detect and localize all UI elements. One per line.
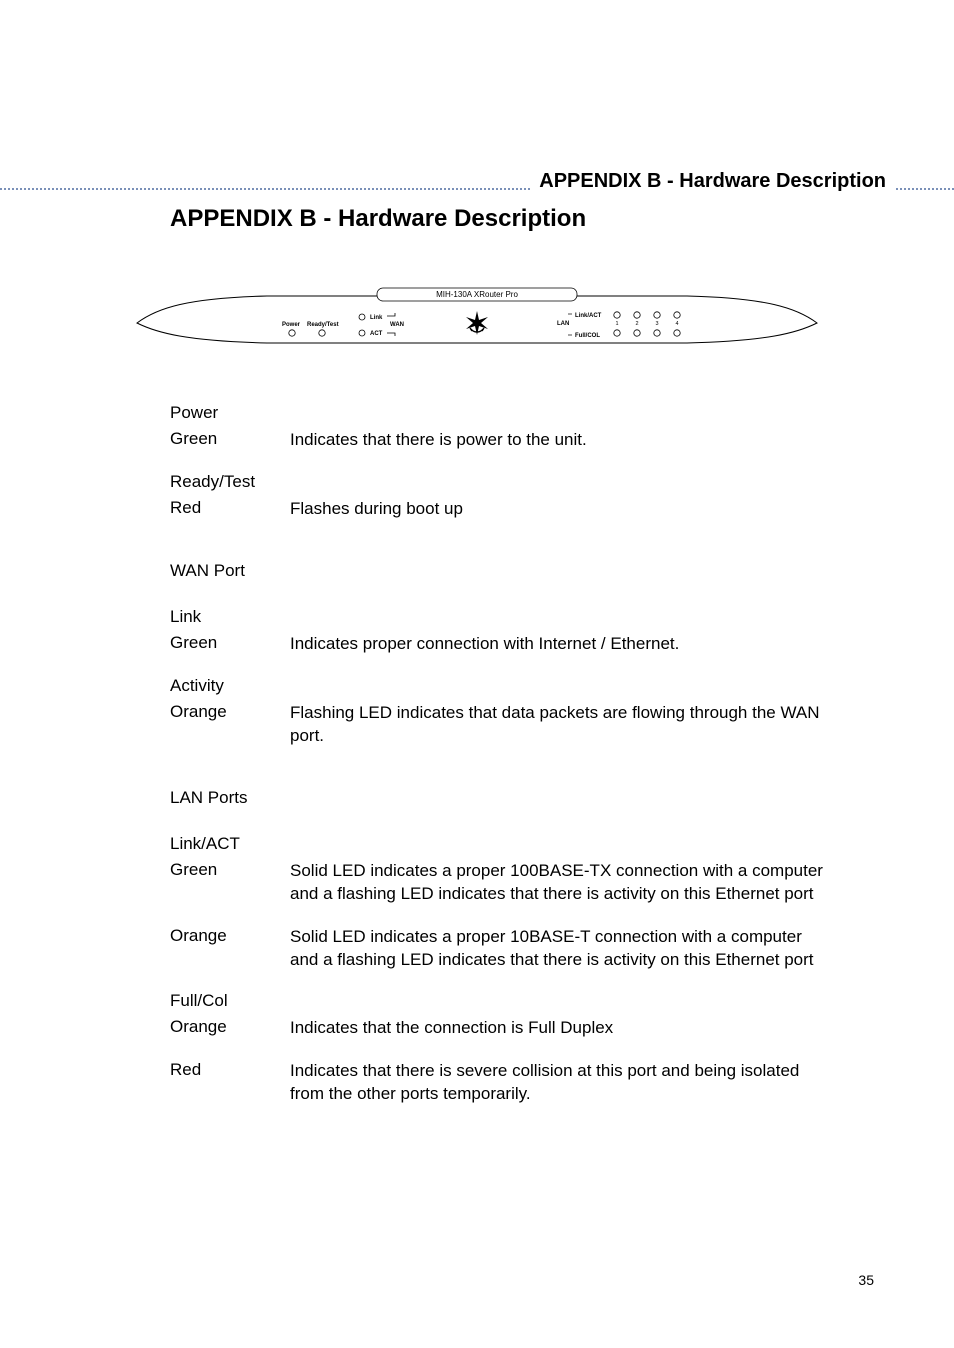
desc-fullcol-red: Indicates that there is severe collision… [290,1060,834,1106]
desc-link-green: Indicates proper connection with Interne… [290,633,834,656]
diagram-wan-label: WAN [390,322,404,328]
diagram-model-label: MIH-130A XRouter Pro [436,290,518,299]
label-power-green: Green [170,429,290,452]
page-number: 35 [858,1272,874,1288]
label-linkact-orange: Orange [170,926,290,972]
device-front-panel-diagram: MIH-130A XRouter Pro Power Ready/Test Li… [127,263,827,353]
diagram-link-label: Link [370,315,383,321]
heading-wan-port: WAN Port [170,561,245,581]
running-header: APPENDIX B - Hardware Description [60,170,894,193]
label-link: Link [170,607,290,627]
svg-text:1: 1 [615,321,618,327]
diagram-power-label: Power [282,322,301,328]
label-activity: Activity [170,676,290,696]
label-fullcol-red: Red [170,1060,290,1106]
svg-text:4: 4 [675,321,678,327]
label-link-green: Green [170,633,290,656]
svg-text:2: 2 [635,321,638,327]
diagram-fullcol-label: Full/COL [575,333,600,339]
label-fullcol-orange: Orange [170,1017,290,1040]
diagram-act-label: ACT [370,331,383,337]
diagram-lan-label: LAN [557,321,569,327]
diagram-linkact-label: Link/ACT [575,313,602,319]
label-fullcol: Full/Col [170,991,290,1011]
page-title: APPENDIX B - Hardware Description [170,205,894,233]
label-activity-orange: Orange [170,702,290,748]
diagram-readytest-label: Ready/Test [307,322,339,328]
label-power: Power [170,403,290,423]
label-readytest-red: Red [170,498,290,521]
heading-lan-ports: LAN Ports [170,788,247,808]
desc-linkact-orange: Solid LED indicates a proper 10BASE-T co… [290,926,834,972]
svg-text:3: 3 [655,321,658,327]
label-linkact-green: Green [170,860,290,906]
desc-activity-orange: Flashing LED indicates that data packets… [290,702,834,748]
label-linkact: Link/ACT [170,834,290,854]
running-title: APPENDIX B - Hardware Description [531,170,894,193]
desc-linkact-green: Solid LED indicates a proper 100BASE-TX … [290,860,834,906]
desc-power-green: Indicates that there is power to the uni… [290,429,834,452]
desc-fullcol-orange: Indicates that the connection is Full Du… [290,1017,834,1040]
label-readytest: Ready/Test [170,472,290,492]
desc-readytest-red: Flashes during boot up [290,498,834,521]
content-body: Power Green Indicates that there is powe… [170,403,834,1106]
